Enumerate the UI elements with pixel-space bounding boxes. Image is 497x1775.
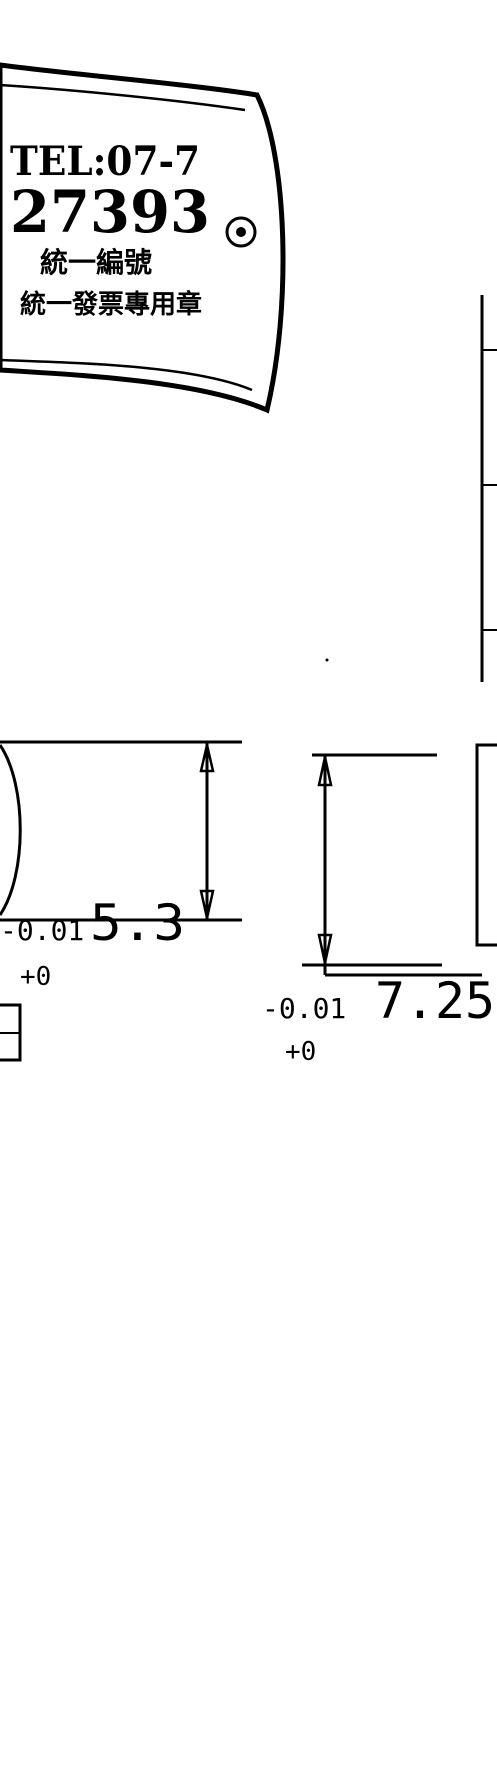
company-seal: TEL:07-7 27393 統一編號 統一發票專用章 [0, 62, 286, 414]
dimension-right-label: 7.25 -0.01 +0 [262, 972, 495, 1067]
dim-left-value: 5.3 [90, 894, 185, 952]
dimension-left-label: 5.3 -0.01 +0 [0, 894, 185, 992]
seal-phone: TEL:07-7 [10, 138, 200, 185]
dim-right-tolerance: -0.01 [262, 992, 346, 1025]
seal-unified-id: 統一編號 [40, 246, 152, 279]
seal-number: 27393 [10, 178, 210, 246]
dim-right-value: 7.25 [375, 972, 495, 1030]
dim-left-tolerance: -0.01 [0, 914, 84, 947]
dimension-right-extension [302, 753, 482, 977]
scan-speck [325, 658, 329, 662]
seal-invoice-label: 統一發票專用章 [20, 289, 202, 320]
dim-right-lower: +0 [285, 1037, 316, 1067]
dim-left-lower: +0 [20, 962, 51, 992]
part-outline-right [475, 295, 497, 947]
frame-fragment [0, 1003, 22, 1062]
dimension-left-lines [92, 743, 215, 922]
